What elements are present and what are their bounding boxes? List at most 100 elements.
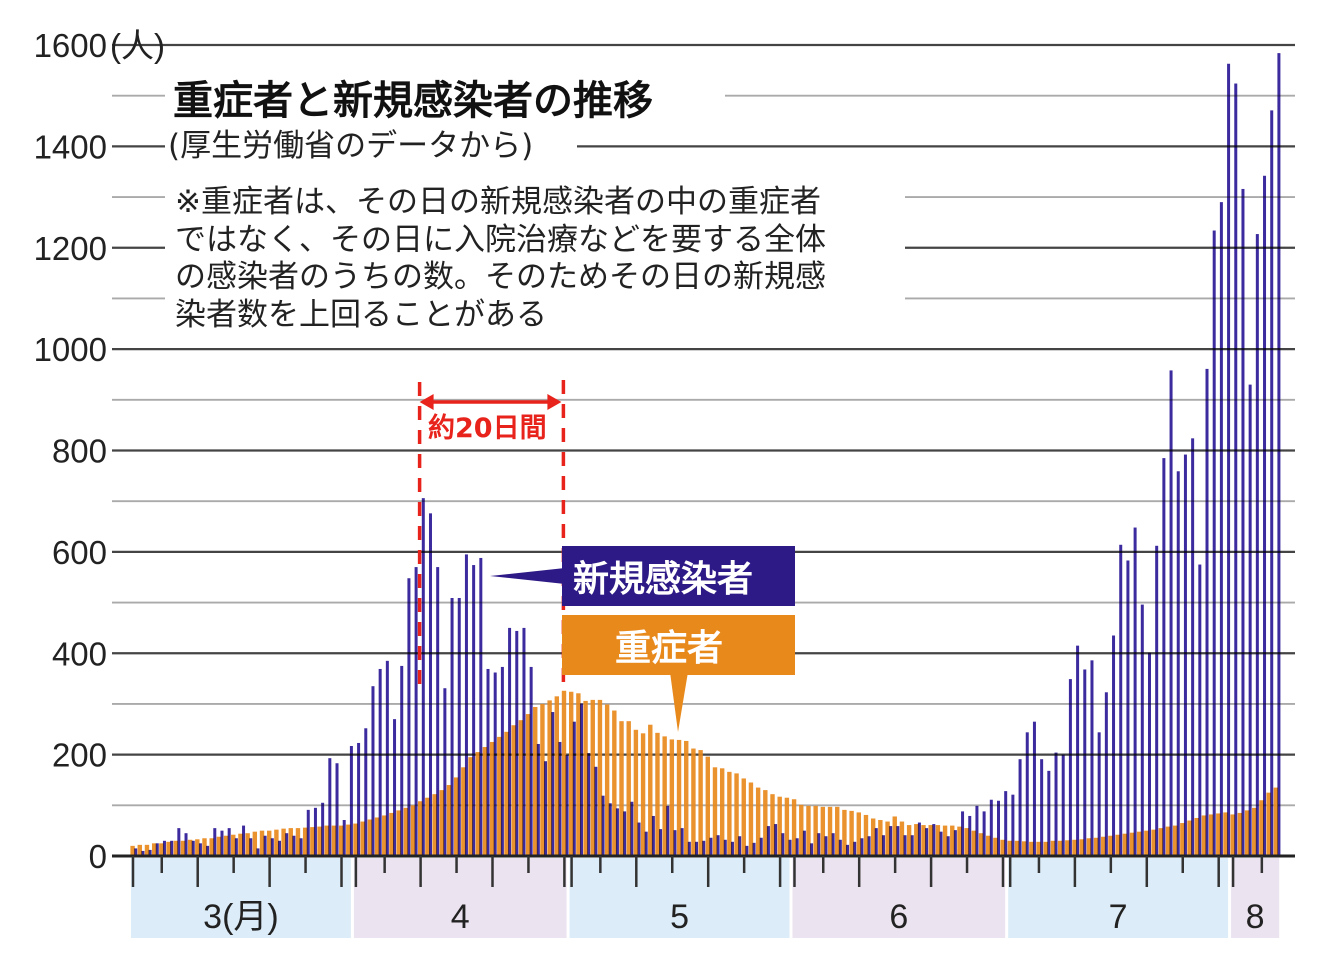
new-cases-bar: [1104, 692, 1108, 856]
new-cases-bar: [659, 829, 663, 856]
severe-bar: [374, 817, 380, 856]
chart-subtitle: (厚生労働省のデータから): [168, 128, 533, 164]
severe-bar: [1237, 812, 1243, 856]
new-cases-bar: [1025, 732, 1029, 856]
new-cases-bar: [1241, 188, 1245, 856]
callout-new-cases: 新規感染者: [490, 546, 795, 606]
new-cases-bar: [256, 848, 260, 856]
new-cases-bar: [637, 822, 641, 856]
new-cases-bar: [702, 840, 706, 856]
new-cases-bar: [759, 837, 763, 856]
new-cases-bar: [141, 850, 145, 856]
new-cases-bar: [1205, 368, 1209, 856]
severe-bar: [223, 835, 229, 856]
severe-bar: [1244, 810, 1250, 856]
note-line-1: ※重症者は、その日の新規感染者の中の重症者: [175, 184, 821, 220]
new-cases-bar: [795, 838, 799, 856]
new-cases-bar: [400, 665, 404, 856]
severe-bar: [1187, 820, 1192, 856]
new-cases-bar: [1004, 791, 1008, 856]
severe-bar: [1122, 833, 1128, 856]
severe-bar: [425, 797, 430, 856]
new-cases-bar: [1126, 560, 1130, 856]
severe-bar: [187, 839, 193, 856]
severe-bar: [252, 831, 258, 856]
new-cases-bar: [565, 755, 569, 856]
new-cases-bar: [436, 567, 440, 856]
new-cases-bar: [774, 824, 778, 856]
new-cases-bar: [896, 826, 900, 856]
new-cases-bar: [544, 761, 548, 856]
severe-bar: [870, 818, 876, 856]
new-cases-bar: [615, 808, 619, 856]
new-cases-bar: [1219, 202, 1223, 857]
new-cases-bar: [623, 811, 627, 856]
severe-bar: [1252, 807, 1257, 856]
title-bg: [165, 68, 725, 126]
new-cases-bar: [925, 828, 929, 856]
severe-bar: [906, 825, 912, 856]
new-cases-bar: [1076, 645, 1080, 856]
new-cases-bar: [680, 828, 684, 856]
y-tick-label: 600: [52, 534, 107, 571]
severe-bar: [346, 824, 351, 856]
severe-bar: [885, 821, 890, 856]
severe-bar: [676, 739, 682, 856]
new-cases-bar: [522, 627, 526, 856]
severe-bar: [231, 834, 236, 856]
severe-bar: [504, 731, 509, 856]
severe-bar: [1115, 834, 1120, 856]
severe-bar: [950, 825, 955, 856]
new-cases-bar: [975, 805, 979, 856]
new-cases-bar: [1169, 370, 1173, 856]
new-cases-bar: [421, 498, 425, 856]
new-cases-bar: [910, 835, 914, 856]
new-cases-bar: [1097, 732, 1101, 856]
new-cases-bar: [328, 758, 332, 856]
severe-bar: [310, 827, 315, 856]
new-cases-bar: [1277, 53, 1281, 857]
new-cases-bar: [198, 843, 202, 856]
new-cases-bar: [752, 842, 756, 856]
new-cases-bar: [1263, 175, 1267, 856]
new-cases-bar: [594, 766, 598, 856]
callout-pointer-severe: [670, 672, 688, 732]
new-cases-bar: [1176, 471, 1180, 856]
new-cases-bar: [1270, 110, 1274, 857]
severe-bar: [1273, 787, 1279, 856]
y-tick-label: 1600: [34, 27, 107, 64]
severe-bar: [482, 747, 488, 856]
severe-bar: [267, 830, 272, 856]
new-cases-bar: [177, 828, 181, 856]
month-label: 8: [1246, 898, 1265, 936]
severe-bar: [317, 826, 322, 856]
new-cases-bar: [709, 837, 713, 856]
new-cases-bar: [630, 801, 634, 856]
y-tick-label: 1400: [34, 128, 107, 165]
severe-bar: [597, 699, 603, 856]
severe-bar: [1014, 840, 1020, 856]
severe-bar: [554, 696, 560, 856]
new-cases-bar: [134, 848, 138, 856]
severe-bar: [626, 721, 631, 856]
severe-bar: [612, 710, 617, 856]
new-cases-bar: [148, 849, 152, 856]
new-cases-bar: [407, 578, 411, 856]
severe-bar: [238, 833, 243, 856]
new-cases-bar: [155, 843, 159, 856]
new-cases-bar: [1061, 754, 1065, 856]
severe-bar: [1072, 839, 1077, 856]
severe-bar: [964, 828, 969, 856]
new-cases-bar: [263, 835, 267, 856]
month-bands: [131, 858, 1280, 938]
severe-bar: [856, 812, 861, 856]
new-cases-bar: [989, 799, 993, 856]
severe-bar: [130, 845, 135, 856]
new-cases-bar: [292, 835, 296, 856]
month-label: 7: [1109, 898, 1128, 936]
note-bg: [165, 176, 905, 336]
severe-bar: [971, 830, 977, 856]
new-cases-bar: [853, 841, 857, 856]
severe-bar: [691, 748, 696, 856]
